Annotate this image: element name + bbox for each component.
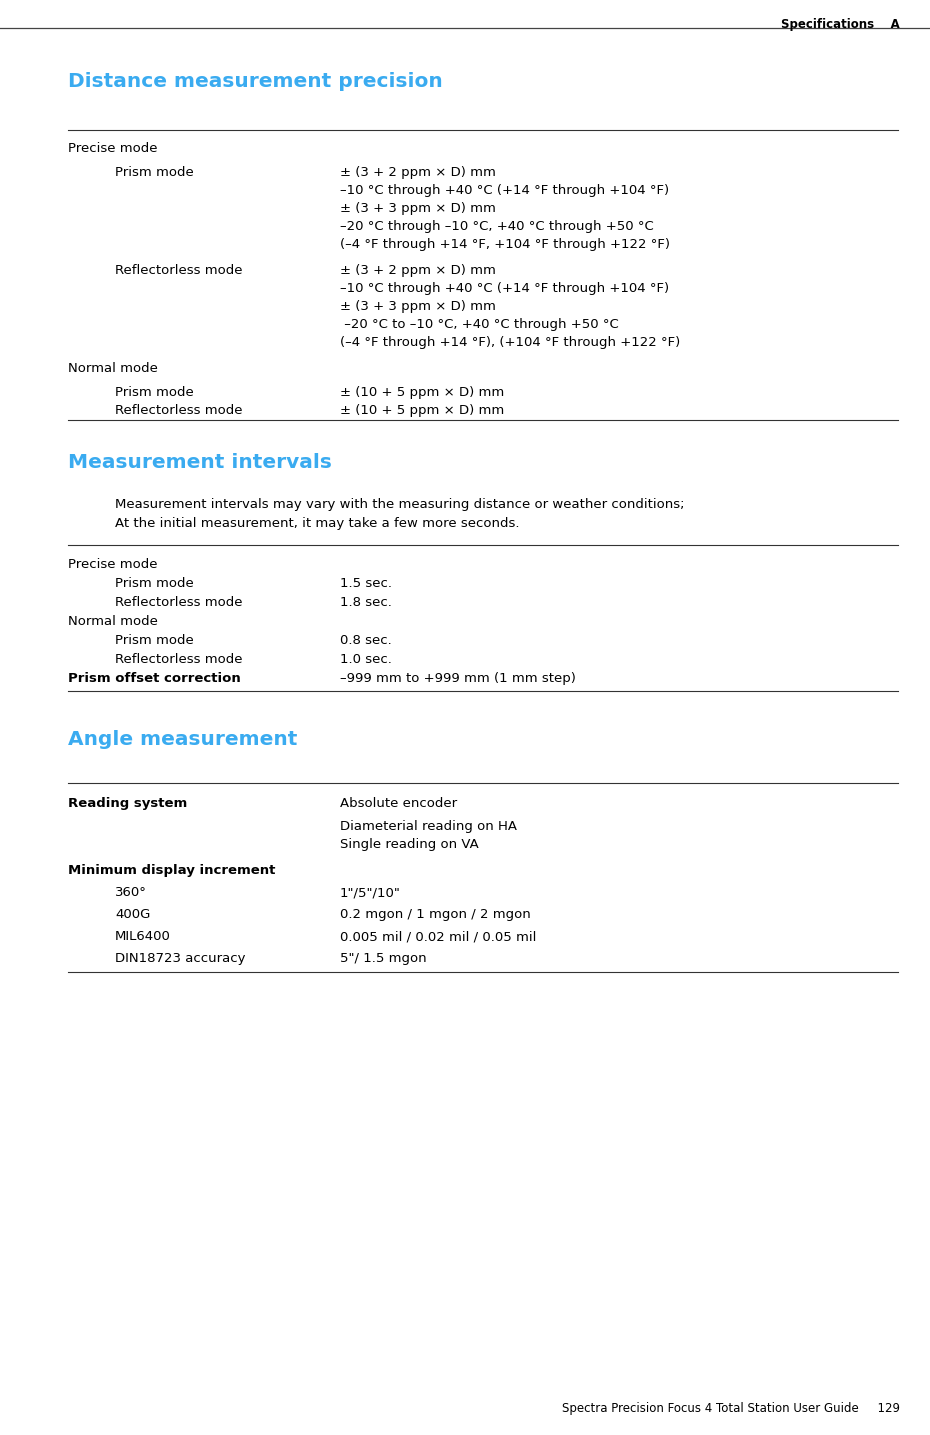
Text: 400G: 400G [115, 908, 151, 921]
Text: Absolute encoder: Absolute encoder [340, 796, 458, 809]
Text: Prism mode: Prism mode [115, 577, 193, 590]
Text: Specifications    A: Specifications A [781, 19, 900, 32]
Text: Prism mode: Prism mode [115, 166, 193, 179]
Text: Angle measurement: Angle measurement [68, 730, 298, 749]
Text: Prism mode: Prism mode [115, 634, 193, 647]
Text: 1.0 sec.: 1.0 sec. [340, 653, 392, 666]
Text: ± (3 + 2 ppm × D) mm: ± (3 + 2 ppm × D) mm [340, 264, 496, 277]
Text: ± (10 + 5 ppm × D) mm: ± (10 + 5 ppm × D) mm [340, 386, 504, 399]
Text: Prism offset correction: Prism offset correction [68, 672, 241, 684]
Text: Measurement intervals may vary with the measuring distance or weather conditions: Measurement intervals may vary with the … [115, 498, 684, 511]
Text: –10 °C through +40 °C (+14 °F through +104 °F): –10 °C through +40 °C (+14 °F through +1… [340, 184, 669, 197]
Text: Diameterial reading on HA: Diameterial reading on HA [340, 819, 517, 832]
Text: –10 °C through +40 °C (+14 °F through +104 °F): –10 °C through +40 °C (+14 °F through +1… [340, 283, 669, 296]
Text: Normal mode: Normal mode [68, 362, 158, 375]
Text: Precise mode: Precise mode [68, 142, 157, 155]
Text: 0.8 sec.: 0.8 sec. [340, 634, 392, 647]
Text: –20 °C through –10 °C, +40 °C through +50 °C: –20 °C through –10 °C, +40 °C through +5… [340, 220, 654, 232]
Text: ± (3 + 3 ppm × D) mm: ± (3 + 3 ppm × D) mm [340, 202, 496, 215]
Text: 1.5 sec.: 1.5 sec. [340, 577, 392, 590]
Text: 0.005 mil / 0.02 mil / 0.05 mil: 0.005 mil / 0.02 mil / 0.05 mil [340, 930, 537, 943]
Text: 1.8 sec.: 1.8 sec. [340, 596, 392, 608]
Text: 360°: 360° [115, 885, 147, 898]
Text: Normal mode: Normal mode [68, 616, 158, 629]
Text: (–4 °F through +14 °F, +104 °F through +122 °F): (–4 °F through +14 °F, +104 °F through +… [340, 238, 670, 251]
Text: MIL6400: MIL6400 [115, 930, 171, 943]
Text: (–4 °F through +14 °F), (+104 °F through +122 °F): (–4 °F through +14 °F), (+104 °F through… [340, 336, 680, 349]
Text: –999 mm to +999 mm (1 mm step): –999 mm to +999 mm (1 mm step) [340, 672, 576, 684]
Text: Reading system: Reading system [68, 796, 187, 809]
Text: Prism mode: Prism mode [115, 386, 193, 399]
Text: ± (10 + 5 ppm × D) mm: ± (10 + 5 ppm × D) mm [340, 405, 504, 418]
Text: Reflectorless mode: Reflectorless mode [115, 653, 243, 666]
Text: DIN18723 accuracy: DIN18723 accuracy [115, 951, 246, 964]
Text: 5"/ 1.5 mgon: 5"/ 1.5 mgon [340, 951, 427, 964]
Text: ± (3 + 2 ppm × D) mm: ± (3 + 2 ppm × D) mm [340, 166, 496, 179]
Text: At the initial measurement, it may take a few more seconds.: At the initial measurement, it may take … [115, 517, 520, 530]
Text: Single reading on VA: Single reading on VA [340, 838, 479, 851]
Text: Spectra Precision Focus 4 Total Station User Guide     129: Spectra Precision Focus 4 Total Station … [562, 1402, 900, 1415]
Text: Minimum display increment: Minimum display increment [68, 864, 275, 877]
Text: Measurement intervals: Measurement intervals [68, 453, 332, 472]
Text: Distance measurement precision: Distance measurement precision [68, 72, 443, 90]
Text: 1"/5"/10": 1"/5"/10" [340, 885, 401, 898]
Text: –20 °C to –10 °C, +40 °C through +50 °C: –20 °C to –10 °C, +40 °C through +50 °C [340, 319, 618, 331]
Text: Precise mode: Precise mode [68, 558, 157, 571]
Text: 0.2 mgon / 1 mgon / 2 mgon: 0.2 mgon / 1 mgon / 2 mgon [340, 908, 531, 921]
Text: Reflectorless mode: Reflectorless mode [115, 264, 243, 277]
Text: Reflectorless mode: Reflectorless mode [115, 596, 243, 608]
Text: Reflectorless mode: Reflectorless mode [115, 405, 243, 418]
Text: ± (3 + 3 ppm × D) mm: ± (3 + 3 ppm × D) mm [340, 300, 496, 313]
